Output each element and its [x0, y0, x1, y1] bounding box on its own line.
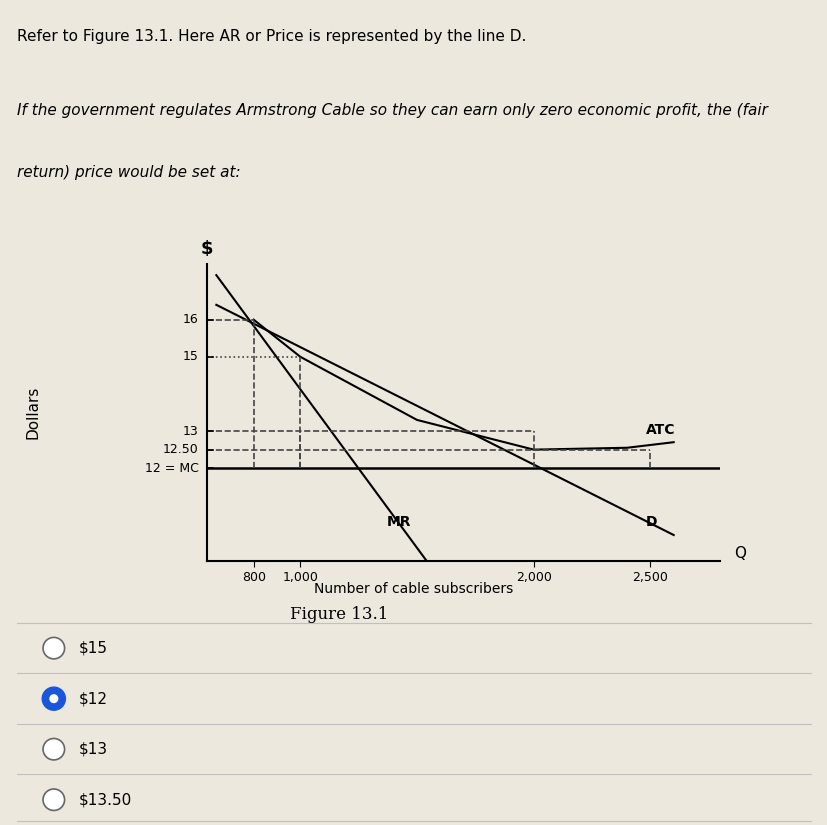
Text: $13.50: $13.50	[79, 792, 131, 807]
Text: Dollars: Dollars	[26, 386, 41, 439]
Text: 12 = MC: 12 = MC	[145, 462, 198, 474]
Text: MR: MR	[386, 515, 411, 529]
Text: Number of cable subscribers: Number of cable subscribers	[314, 582, 513, 596]
Text: 15: 15	[183, 351, 198, 363]
Text: Q: Q	[734, 546, 745, 561]
Text: $: $	[200, 240, 213, 258]
Text: $13: $13	[79, 742, 108, 757]
Text: 13: 13	[183, 425, 198, 437]
Text: return) price would be set at:: return) price would be set at:	[17, 165, 240, 180]
Text: 12.50: 12.50	[163, 443, 198, 456]
Text: D: D	[645, 515, 657, 529]
Text: If the government regulates Armstrong Cable so they can earn only zero economic : If the government regulates Armstrong Ca…	[17, 103, 767, 118]
Text: ATC: ATC	[645, 422, 674, 436]
Text: $15: $15	[79, 641, 108, 656]
Text: Figure 13.1: Figure 13.1	[289, 606, 388, 624]
Text: 16: 16	[183, 314, 198, 326]
Text: $12: $12	[79, 691, 108, 706]
Text: Refer to Figure 13.1. Here AR or Price is represented by the line D.: Refer to Figure 13.1. Here AR or Price i…	[17, 29, 525, 44]
